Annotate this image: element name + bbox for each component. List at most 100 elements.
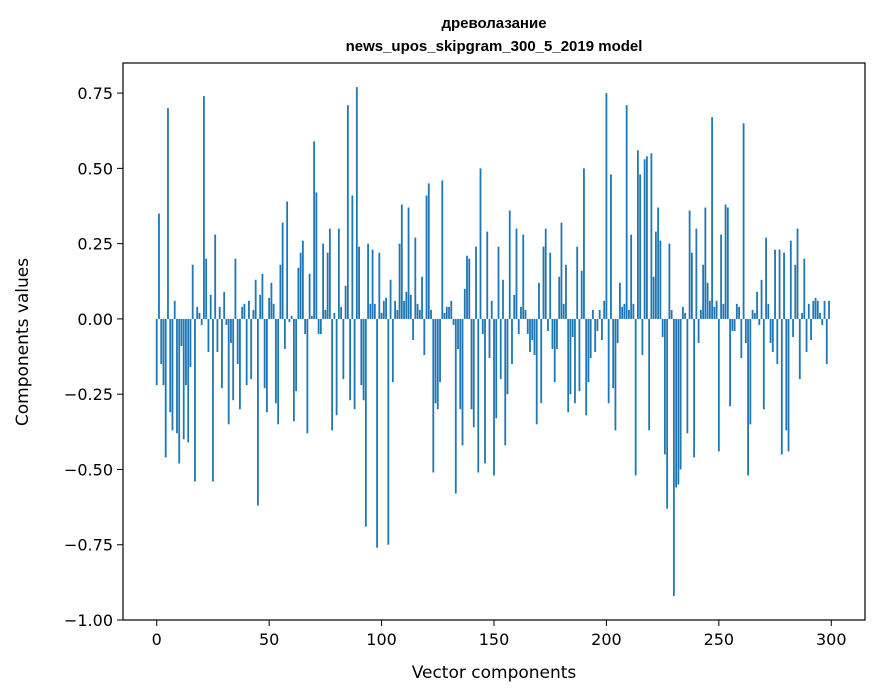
bar	[688, 210, 691, 319]
bar	[468, 258, 471, 319]
bar	[414, 237, 417, 319]
bar	[295, 318, 298, 392]
x-tick-label: 50	[259, 630, 279, 649]
bar	[576, 246, 579, 319]
bar	[315, 192, 318, 319]
bar	[605, 93, 608, 319]
bar	[194, 318, 196, 482]
bar	[176, 318, 178, 434]
bar	[747, 318, 749, 476]
x-tick-label: 0	[152, 630, 162, 649]
bar	[335, 318, 338, 416]
bar	[558, 276, 561, 319]
bar	[243, 303, 246, 319]
bar	[798, 318, 801, 380]
bar	[571, 318, 574, 337]
bar	[787, 318, 790, 452]
bar	[625, 105, 628, 319]
bar	[203, 96, 205, 319]
bar	[623, 303, 626, 319]
chart-title: древолазание	[441, 15, 546, 32]
bar	[504, 318, 507, 446]
y-tick-label: −0.25	[64, 385, 113, 404]
bar	[322, 243, 325, 319]
x-tick-label: 150	[479, 630, 510, 649]
bar	[641, 318, 644, 356]
bar	[333, 312, 336, 319]
bar	[630, 234, 633, 319]
bar	[484, 318, 486, 464]
bar	[805, 318, 808, 353]
bar	[562, 303, 565, 319]
bar	[212, 318, 214, 482]
bar	[313, 141, 316, 319]
bar	[340, 306, 342, 319]
bar	[364, 318, 367, 527]
bar	[346, 105, 349, 319]
bar	[270, 282, 273, 319]
bar	[207, 318, 210, 353]
bar	[677, 318, 680, 485]
bar	[778, 249, 781, 319]
bar	[380, 312, 383, 319]
bar	[158, 213, 160, 319]
bar	[394, 300, 396, 319]
bar	[704, 207, 707, 319]
bar	[654, 231, 657, 319]
bar	[637, 150, 639, 319]
bar	[189, 318, 192, 368]
bar	[342, 318, 345, 380]
bar	[230, 318, 232, 344]
bar	[823, 300, 826, 319]
bar	[807, 303, 810, 319]
bar	[445, 306, 448, 319]
bar	[639, 174, 642, 319]
bar	[610, 174, 612, 319]
bar	[450, 300, 453, 319]
bar	[524, 309, 527, 319]
chart-subtitle: news_upos_skipgram_300_5_2019 model	[346, 38, 643, 55]
bar	[686, 318, 689, 434]
bar	[643, 159, 646, 319]
bar	[344, 285, 347, 319]
bar	[574, 318, 576, 404]
bar	[360, 318, 363, 386]
bar	[358, 246, 360, 319]
bar	[369, 303, 372, 319]
bar	[391, 318, 394, 383]
bar	[744, 318, 747, 344]
bar	[412, 318, 414, 340]
bar	[803, 258, 806, 319]
bar	[241, 306, 244, 319]
bar	[695, 228, 698, 319]
bar	[310, 315, 313, 319]
bar	[418, 309, 421, 319]
bar	[268, 297, 271, 319]
bar	[578, 318, 581, 392]
bar	[472, 318, 475, 428]
bar	[299, 252, 302, 319]
bar	[423, 318, 426, 356]
bar	[463, 288, 466, 319]
bar	[169, 318, 172, 413]
bar	[765, 237, 767, 319]
bar	[607, 318, 610, 404]
bar	[436, 318, 439, 410]
bar	[672, 318, 675, 596]
y-axis-ticks: −1.00 −0.75 −0.50 −0.25 0.00 0.25 0.50 0.75	[64, 84, 123, 630]
bar	[221, 318, 223, 389]
bar	[816, 300, 819, 319]
bar	[598, 309, 601, 319]
bar	[769, 318, 772, 344]
y-tick-label: −0.50	[64, 460, 113, 479]
bar	[706, 282, 709, 319]
bar	[486, 231, 489, 319]
bar	[583, 168, 585, 319]
bar	[717, 318, 720, 452]
bar	[819, 312, 821, 319]
bar	[499, 318, 502, 380]
bar	[628, 309, 630, 319]
bar	[529, 318, 531, 353]
bar	[261, 273, 264, 319]
bar	[245, 318, 248, 386]
